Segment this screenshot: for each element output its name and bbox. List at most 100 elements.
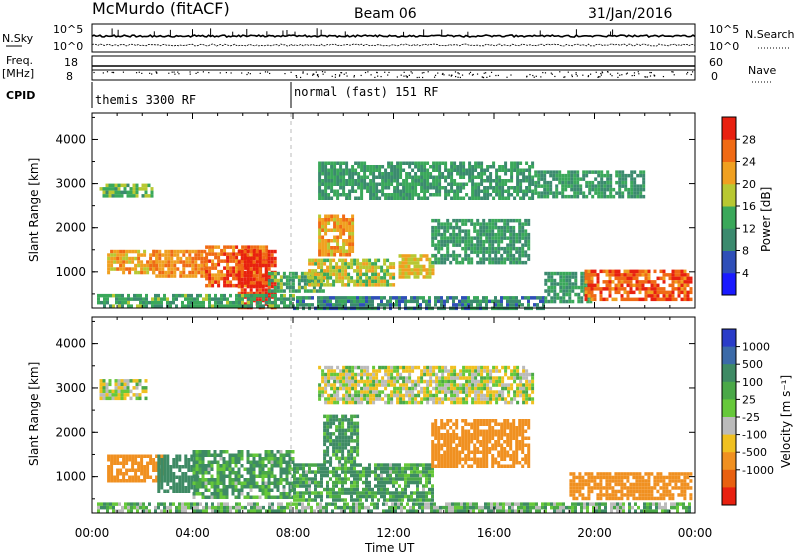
data-cell (137, 253, 141, 257)
data-cell (432, 193, 436, 197)
data-cell (311, 470, 314, 474)
data-cell (157, 454, 161, 458)
data-cell (345, 253, 349, 257)
nave-dot (418, 76, 420, 79)
data-cell (413, 261, 417, 265)
data-cell (384, 172, 388, 176)
data-cell (339, 182, 343, 186)
data-cell (516, 179, 520, 183)
data-cell (486, 193, 490, 197)
data-cell (482, 299, 485, 304)
data-cell (593, 283, 597, 288)
data-cell (332, 466, 335, 471)
data-cell (264, 253, 268, 257)
data-cell (258, 260, 262, 264)
data-cell (348, 175, 352, 179)
data-cell (422, 491, 425, 495)
data-cell (324, 186, 328, 190)
data-cell (114, 393, 118, 397)
nave-dot (690, 73, 692, 76)
data-cell (255, 481, 259, 485)
data-cell (140, 263, 144, 268)
nave-dot (671, 71, 673, 73)
data-cell (318, 218, 322, 222)
colorbar-swatch (722, 183, 736, 207)
data-cell (122, 461, 126, 465)
data-cell (166, 454, 170, 458)
data-cell (214, 297, 217, 301)
data-cell (494, 419, 498, 423)
data-cell (468, 196, 472, 200)
data-cell (350, 439, 354, 443)
data-cell (138, 379, 142, 383)
data-cell (246, 284, 250, 289)
data-cell (172, 461, 176, 465)
data-cell (638, 283, 642, 288)
data-cell (288, 495, 292, 499)
data-cell (249, 453, 253, 457)
data-cell (351, 246, 355, 250)
data-cell (303, 275, 307, 279)
data-cell (452, 433, 456, 437)
data-cell (467, 229, 471, 233)
data-cell (145, 300, 148, 305)
data-cell (366, 165, 370, 169)
data-cell (467, 429, 471, 433)
data-cell (335, 466, 338, 471)
data-cell (350, 432, 354, 436)
data-cell (662, 287, 666, 291)
data-cell (285, 285, 289, 290)
data-cell (255, 281, 259, 285)
data-cell (342, 242, 346, 246)
nave-dot (485, 72, 487, 74)
data-cell (447, 189, 451, 193)
data-cell (202, 300, 205, 305)
data-cell (479, 461, 483, 465)
data-cell (470, 426, 474, 430)
data-cell (327, 161, 331, 165)
data-cell (191, 267, 195, 271)
data-cell (297, 275, 301, 279)
data-cell (437, 296, 440, 300)
data-cell (243, 485, 247, 489)
data-cell (249, 495, 253, 499)
data-cell (237, 291, 241, 296)
data-cell (341, 258, 345, 263)
data-cell (570, 194, 574, 199)
data-cell (264, 291, 268, 296)
data-cell (326, 428, 330, 433)
data-cell (656, 290, 660, 295)
data-cell (332, 470, 335, 474)
data-cell (200, 263, 204, 268)
data-cell (255, 263, 259, 268)
data-cell (474, 161, 478, 165)
data-cell (356, 265, 360, 270)
data-cell (237, 249, 241, 254)
nave-dot (457, 72, 459, 74)
data-cell (338, 432, 342, 436)
data-cell (234, 460, 238, 464)
data-cell (653, 269, 657, 274)
data-cell (405, 196, 409, 200)
data-cell (479, 429, 483, 433)
data-cell (326, 418, 330, 422)
data-cell (323, 432, 327, 436)
data-cell (240, 485, 244, 489)
data-cell (265, 293, 268, 298)
data-cell (154, 293, 157, 298)
data-cell (488, 232, 492, 237)
data-cell (476, 250, 480, 254)
data-cell (479, 260, 483, 265)
nave-dot (189, 71, 191, 73)
data-cell (423, 186, 427, 190)
data-cell (365, 470, 368, 474)
data-cell (270, 275, 274, 279)
data-cell (338, 494, 341, 499)
data-cell (201, 495, 205, 499)
data-cell (326, 453, 330, 457)
data-cell (621, 194, 625, 199)
data-cell (674, 297, 678, 302)
data-cell (633, 194, 637, 199)
data-cell (258, 488, 262, 492)
data-cell (314, 487, 317, 492)
